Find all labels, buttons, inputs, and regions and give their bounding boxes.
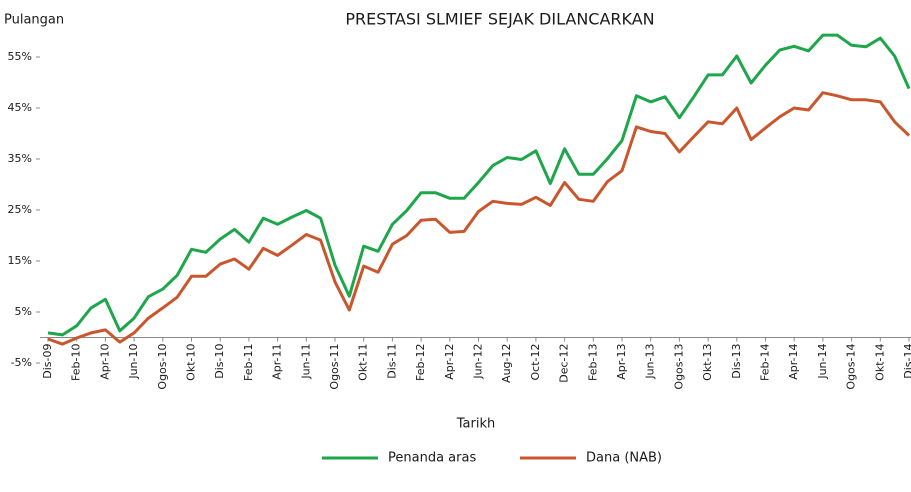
x-tick-label: Apr-14 — [787, 344, 800, 380]
legend-label: Dana (NAB) — [586, 451, 662, 466]
x-tick-label: Ogos-11 — [328, 344, 341, 390]
y-tick-label: 55% — [8, 50, 32, 63]
x-tick-label: Okt-11 — [357, 344, 370, 381]
x-tick-label: Jun-10 — [127, 344, 140, 380]
x-tick-label: Dis-13 — [730, 344, 743, 379]
x-tick-label: Feb-14 — [759, 344, 772, 381]
x-tick-label: Feb-12 — [414, 344, 427, 381]
x-tick-label: Dis-10 — [213, 344, 226, 379]
x-tick-label: Apr-11 — [271, 344, 284, 380]
x-tick-label: Jun-12 — [472, 344, 485, 380]
x-tick-label: Feb-13 — [586, 344, 599, 381]
x-tick-label: Aug-12 — [500, 344, 513, 383]
x-tick-label: Dec-12 — [558, 344, 571, 383]
series-line — [47, 33, 911, 337]
x-tick-label: Dis-09 — [41, 344, 54, 379]
x-tick-label: Okt-10 — [185, 344, 198, 381]
x-tick-label: Apr-12 — [443, 344, 456, 380]
y-axis-label: Pulangan — [4, 13, 64, 28]
x-tick-label: Okt-13 — [701, 344, 714, 381]
x-tick-label: Ogos-10 — [156, 344, 169, 390]
x-tick-label: Dis-14 — [902, 344, 911, 379]
series-line — [47, 91, 911, 346]
x-tick-label: Jun-14 — [816, 344, 829, 380]
x-tick-label: Jun-11 — [299, 344, 312, 380]
y-tick-label: 5% — [15, 305, 32, 318]
y-tick-label: -5% — [11, 356, 32, 369]
x-axis-label: Tarikh — [456, 417, 495, 432]
x-tick-label: Feb-10 — [70, 344, 83, 381]
x-tick-label: Ogos-14 — [845, 344, 858, 390]
x-tick-label: Dis-11 — [385, 344, 398, 379]
x-tick-label: Ogos-13 — [672, 344, 685, 390]
chart-title: PRESTASI SLMIEF SEJAK DILANCARKAN — [345, 10, 654, 29]
y-tick-label: 25% — [8, 203, 32, 216]
x-tick-label: Feb-11 — [242, 344, 255, 381]
x-tick-label: Okt-14 — [873, 344, 886, 381]
x-tick-label: Apr-10 — [98, 344, 111, 380]
x-tick-label: Oct-12 — [529, 344, 542, 381]
legend-label: Penanda aras — [388, 451, 476, 466]
x-tick-label: Jun-13 — [644, 344, 657, 380]
y-tick-label: 45% — [8, 101, 32, 114]
x-tick-label: Apr-13 — [615, 344, 628, 380]
y-tick-label: 15% — [8, 254, 32, 267]
y-tick-label: 35% — [8, 152, 32, 165]
